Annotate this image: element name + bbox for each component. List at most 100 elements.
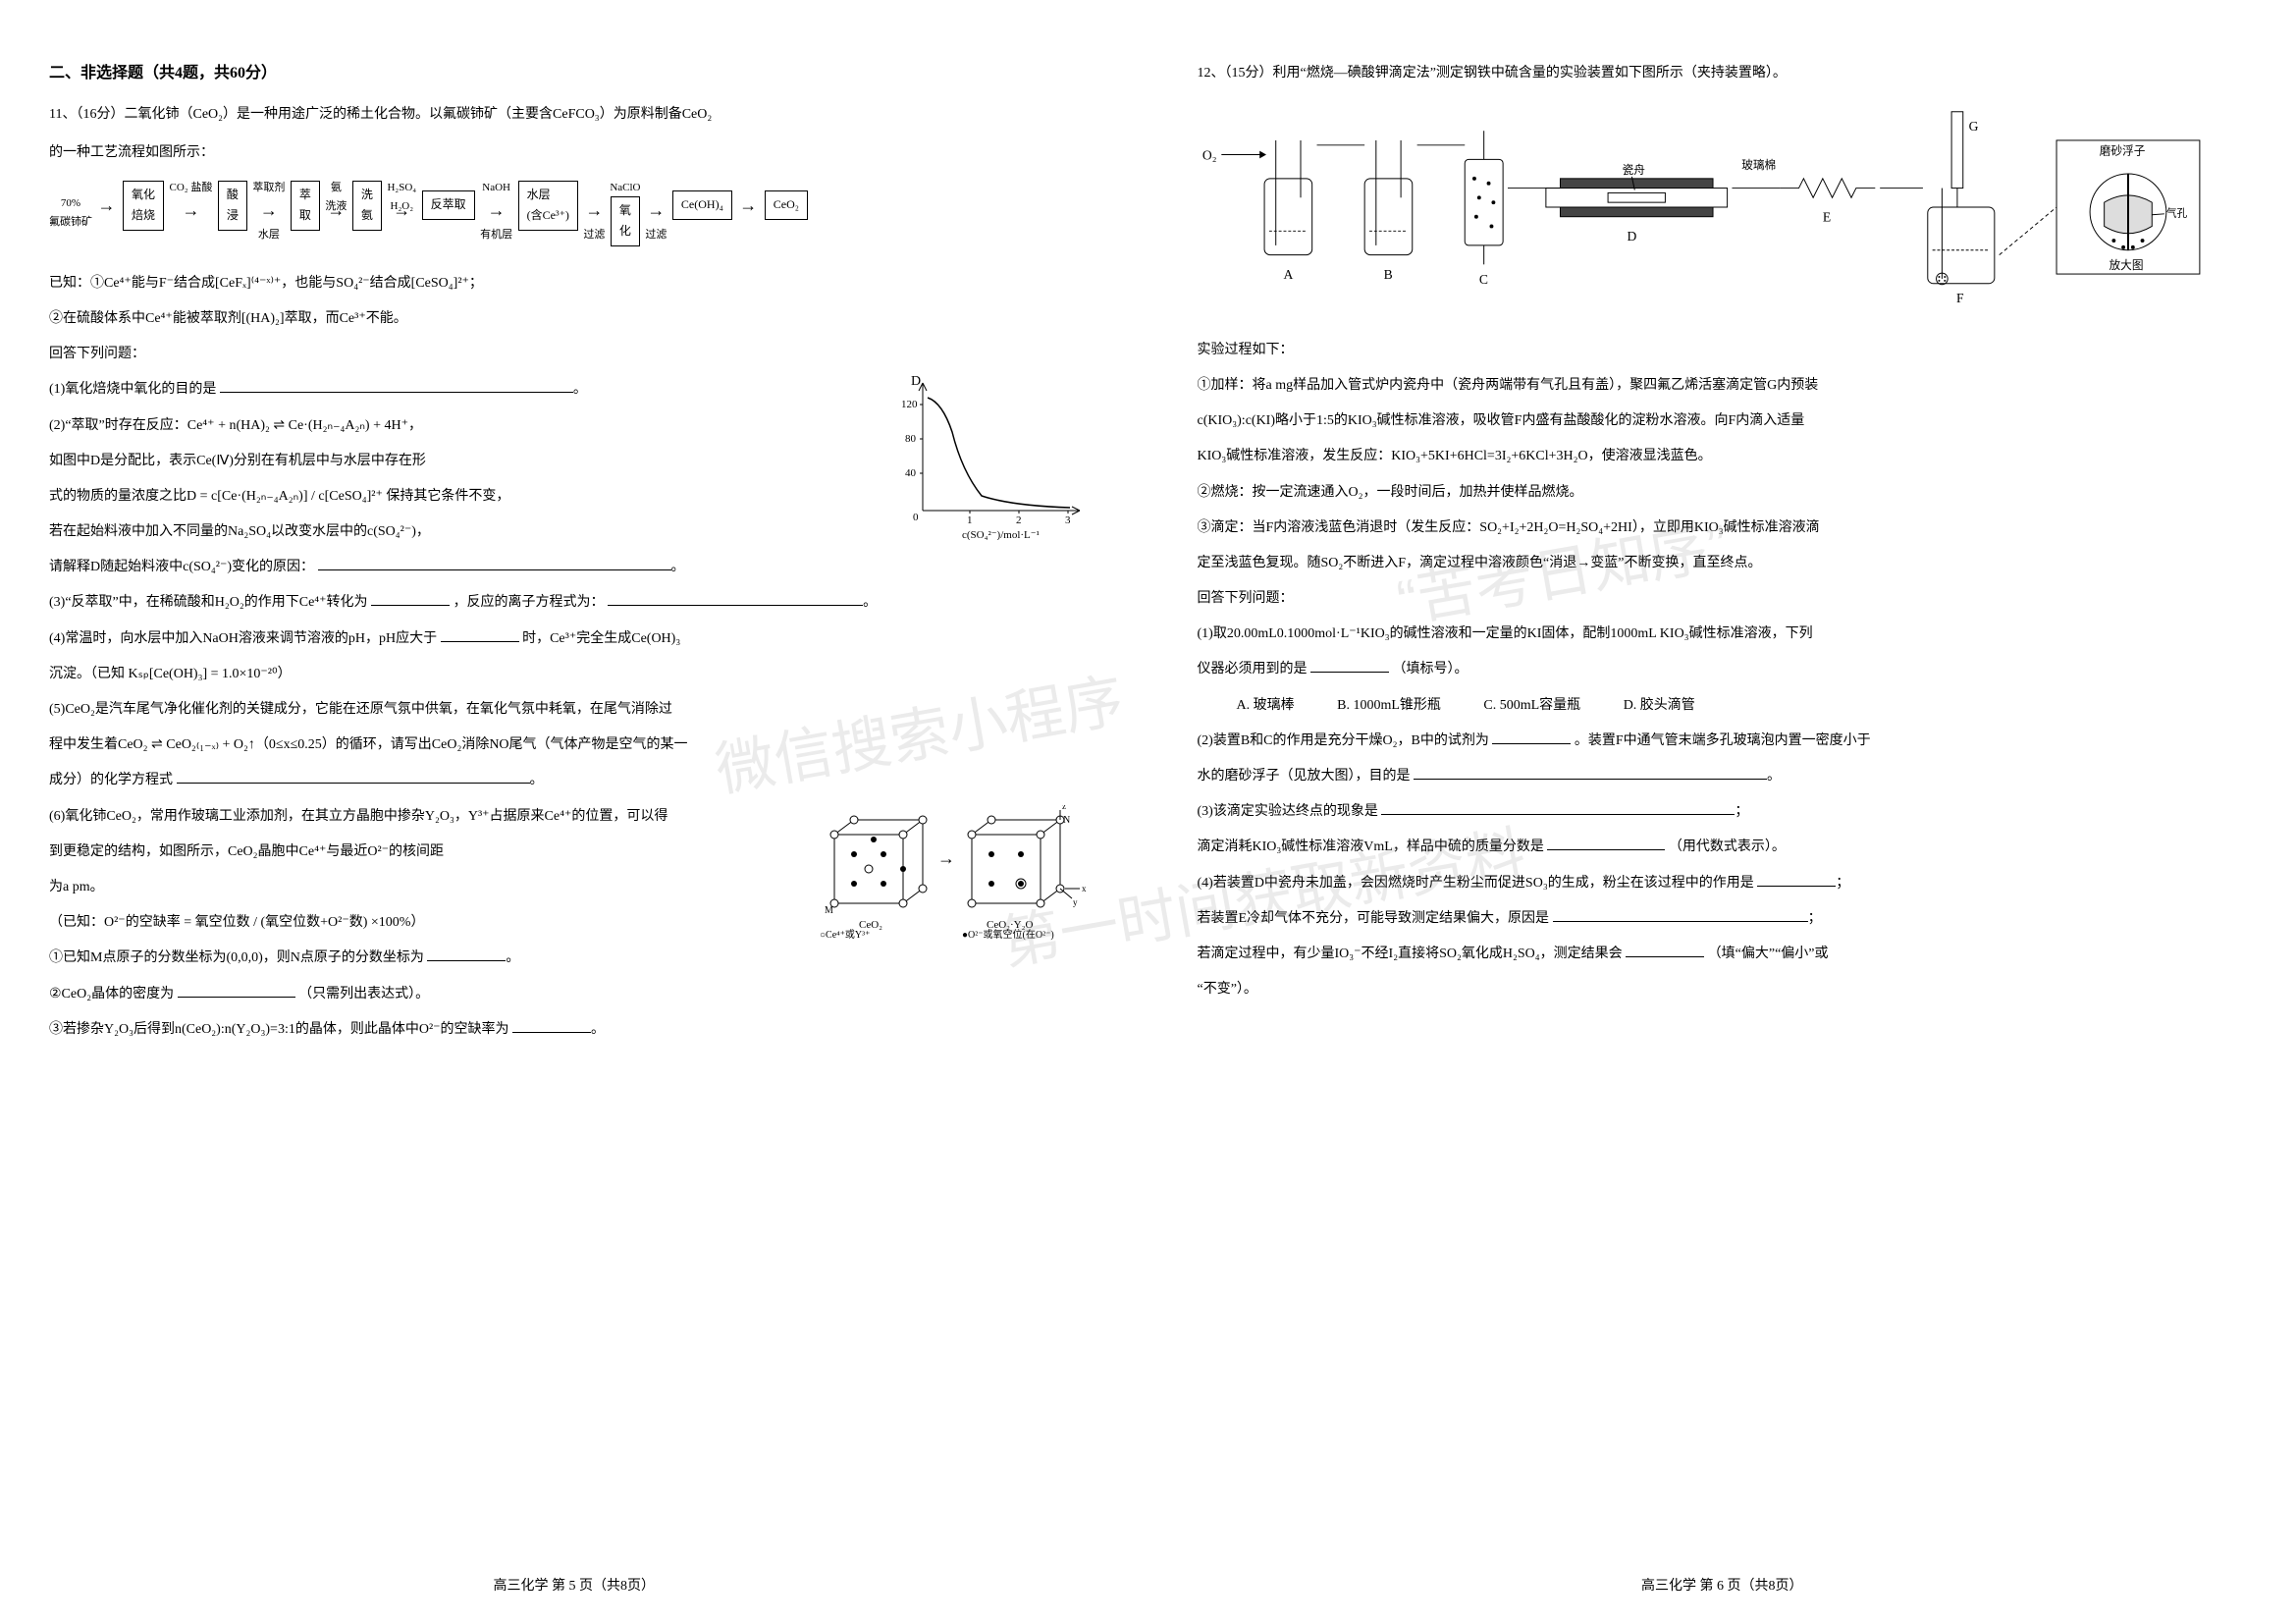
flow-label: NaClO xyxy=(609,179,642,194)
blank-field[interactable] xyxy=(177,767,530,784)
q12-3b: 滴定消耗KIO₃碱性标准溶液VmL，样品中硫的质量分数是 （用代数式表示）。 xyxy=(1198,832,2248,863)
svg-text:G: G xyxy=(1968,119,1978,134)
arrow-icon: → xyxy=(647,194,665,226)
q-text: 。装置F中通气管末端多孔玻璃泡内置一密度小于 xyxy=(1575,733,1871,748)
chart-ylabel: D xyxy=(911,374,921,389)
svg-text:O₂: O₂ xyxy=(1201,147,1216,162)
svg-text:1: 1 xyxy=(967,514,973,526)
known-line-2: ②在硫酸体系中Ce⁴⁺能被萃取剂[(HA)₂]萃取，而Ce³⁺不能。 xyxy=(49,303,1099,335)
q12-1: (1)取20.00mL0.1000mol·L⁻¹KIO₃的碱性溶液和一定量的KI… xyxy=(1198,619,2248,650)
svg-text:80: 80 xyxy=(905,433,917,445)
option-b: B. 1000mL锥形瓶 xyxy=(1337,690,1441,722)
q12-2: (2)装置B和C的作用是充分干燥O₂，B中的试剂为 。装置F中通气管末端多孔玻璃… xyxy=(1198,726,2248,757)
q11-6f: ②CeO₂晶体的密度为 （只需列出表达式）。 xyxy=(49,979,1099,1010)
step-1b: c(KIO₃):c(KI)略小于1:5的KIO₃碱性标准溶液，吸收管F内盛有盐酸… xyxy=(1198,406,2248,437)
blank-field[interactable] xyxy=(1381,798,1735,815)
page-footer-6: 高三化学 第 6 页（共8页） xyxy=(1148,1575,2296,1595)
blank-field[interactable] xyxy=(441,625,519,642)
svg-text:B: B xyxy=(1383,267,1392,282)
q-text: 式的物质的量浓度之比D = xyxy=(49,489,211,504)
q-text: 仪器必须用到的是 xyxy=(1198,662,1308,677)
q-text: 成分）的化学方程式 xyxy=(49,773,173,787)
flow-label: 过滤 xyxy=(583,226,605,242)
flow-step-4: 洗 氨 xyxy=(352,181,382,231)
flow-step-9: CeO₂ xyxy=(765,190,808,220)
flow-label: 有机层 xyxy=(480,226,512,242)
svg-text:F: F xyxy=(1955,291,1963,305)
blank-field[interactable] xyxy=(371,589,450,606)
blank-field[interactable] xyxy=(512,1016,591,1033)
svg-text:c(SO₄²⁻)/mol·L⁻¹: c(SO₄²⁻)/mol·L⁻¹ xyxy=(962,529,1040,540)
blank-field[interactable] xyxy=(1492,728,1571,744)
option-c: C. 500mL容量瓶 xyxy=(1483,690,1580,722)
q11-3: (3)“反萃取”中，在稀硫酸和H₂O₂的作用下Ce⁴⁺转化为 ，反应的离子方程式… xyxy=(49,587,1099,619)
option-d: D. 胶头滴管 xyxy=(1624,690,1695,722)
q12-4c: 若滴定过程中，有少量IO₃⁻不经I₂直接将SO₂氧化成H₂SO₄，测定结果会 （… xyxy=(1198,939,2248,970)
blank-field[interactable] xyxy=(1553,905,1808,922)
q-text: （只需列出表达式）。 xyxy=(298,987,429,1001)
blank-field[interactable] xyxy=(1414,763,1767,780)
blank-field[interactable] xyxy=(1310,656,1389,673)
step-1: ①加样：将a mg样品加入管式炉内瓷舟中（瓷舟两端带有气孔且有盖），聚四氟乙烯活… xyxy=(1198,370,2248,402)
q11-5: (5)CeO₂是汽车尾气净化催化剂的关键成分，它能在还原气氛中供氧，在氧化气氛中… xyxy=(49,694,1099,726)
q12-3: (3)该滴定实验达终点的现象是 ； xyxy=(1198,796,2248,828)
svg-text:放大图: 放大图 xyxy=(2109,258,2143,272)
page-5: 二、非选择题（共4题，共60分） 11、（16分）二氧化铈（CeO₂）是一种用途… xyxy=(0,0,1148,1624)
page-footer-5: 高三化学 第 5 页（共8页） xyxy=(0,1575,1148,1595)
svg-text:0: 0 xyxy=(913,512,919,523)
svg-text:z: z xyxy=(1062,805,1066,811)
svg-text:2: 2 xyxy=(1016,514,1022,526)
blank-field[interactable] xyxy=(427,945,506,961)
d-vs-so4-chart: D 120 80 40 0 1 2 3 c(SO₄²⁻)/mol·L⁻¹ xyxy=(893,373,1090,540)
svg-text:●O²⁻或氧空位(在O²⁻): ●O²⁻或氧空位(在O²⁻) xyxy=(962,928,1054,941)
q-text: ①已知M点原子的分数坐标为(0,0,0)，则N点原子的分数坐标为 xyxy=(49,950,424,965)
q-text: c[Ce·(H₂ₙ₋₄A₂ₙ)] / c[CeSO₄]²⁺ 保持其它条件不变， xyxy=(211,489,509,504)
flow-start: 70% 氟碳铈矿 xyxy=(49,194,92,234)
blank-field[interactable] xyxy=(1547,834,1665,850)
step-3: ③滴定：当F内溶液浅蓝色消退时（发生反应：SO₂+I₂+2H₂O=H₂SO₄+2… xyxy=(1198,513,2248,544)
flow-label: 盐酸 xyxy=(190,182,212,193)
blank-field[interactable] xyxy=(178,981,295,998)
blank-field[interactable] xyxy=(1626,941,1704,957)
q-text: 请解释D随起始料液中c(SO₄²⁻)变化的原因： xyxy=(49,560,314,574)
svg-text:E: E xyxy=(1822,209,1830,224)
q-text: (4)若装置D中瓷舟未加盖，会因燃烧时产生粉尘而促进SO₃的生成，粉尘在该过程中… xyxy=(1198,876,1754,891)
flow-step-3: 萃 取 xyxy=(291,181,320,231)
q-text: 时，Ce³⁺完全生成Ce(OH)₃ xyxy=(522,631,680,646)
blank-field[interactable] xyxy=(608,589,863,606)
svg-text:y: y xyxy=(1073,897,1078,907)
q12-1-options: A. 玻璃棒 B. 1000mL锥形瓶 C. 500mL容量瓶 D. 胶头滴管 xyxy=(1237,690,2248,722)
q-text: ③若掺杂Y₂O₃后得到n(CeO₂):n(Y₂O₃)=3:1的晶体，则此晶体中O… xyxy=(49,1022,509,1037)
q-text: (2)装置B和C的作用是充分干燥O₂，B中的试剂为 xyxy=(1198,733,1489,748)
arrow-icon: → xyxy=(260,194,278,226)
svg-text:x: x xyxy=(1082,884,1087,893)
flow-label: H₂SO₄ H₂O₂ xyxy=(387,179,416,194)
svg-text:A: A xyxy=(1283,267,1293,282)
crystal-structure-diagram: M CeO₂ → N CeO xyxy=(815,805,1090,943)
q11-6e: ①已知M点原子的分数坐标为(0,0,0)，则N点原子的分数坐标为 。 xyxy=(49,943,1099,974)
svg-text:磨砂浮子: 磨砂浮子 xyxy=(2099,144,2145,157)
q11-header-2: 的一种工艺流程如图所示： xyxy=(49,138,1099,169)
q11-header: 11、（16分）二氧化铈（CeO₂）是一种用途广泛的稀土化合物。以氟碳铈矿（主要… xyxy=(49,100,1099,131)
step-1c: KIO₃碱性标准溶液，发生反应：KIO₃+5KI+6HCl=3I₂+6KCl+3… xyxy=(1198,441,2248,472)
q12-header: 12、（15分）利用“燃烧—碘酸钾滴定法”测定钢铁中硫含量的实验装置如下图所示（… xyxy=(1198,59,2248,89)
svg-text:120: 120 xyxy=(901,399,918,410)
flow-label: 水层 xyxy=(252,226,285,242)
option-a: A. 玻璃棒 xyxy=(1237,690,1295,722)
blank-field[interactable] xyxy=(220,376,573,393)
apparatus-diagram: O₂ A B xyxy=(1198,99,2248,315)
flow-label: 过滤 xyxy=(645,226,667,242)
flow-label: NaOH xyxy=(480,179,512,194)
q-text: 若滴定过程中，有少量IO₃⁻不经I₂直接将SO₂氧化成H₂SO₄，测定结果会 xyxy=(1198,947,1623,961)
flow-step-5: 反萃取 xyxy=(422,190,475,220)
q-text: ，反应的离子方程式为： xyxy=(454,595,605,610)
svg-text:M: M xyxy=(825,905,833,916)
flow-step-7: 氧 化 xyxy=(611,196,640,246)
blank-field[interactable] xyxy=(318,554,671,570)
arrow-icon: → xyxy=(739,189,757,221)
blank-field[interactable] xyxy=(1757,870,1836,887)
q11-5c: 成分）的化学方程式 。 xyxy=(49,765,1099,796)
svg-text:○Ce⁴⁺或Y³⁺: ○Ce⁴⁺或Y³⁺ xyxy=(820,929,870,941)
svg-text:玻璃棉: 玻璃棉 xyxy=(1741,158,1776,172)
answer-prompt-r: 回答下列问题： xyxy=(1198,583,2248,615)
